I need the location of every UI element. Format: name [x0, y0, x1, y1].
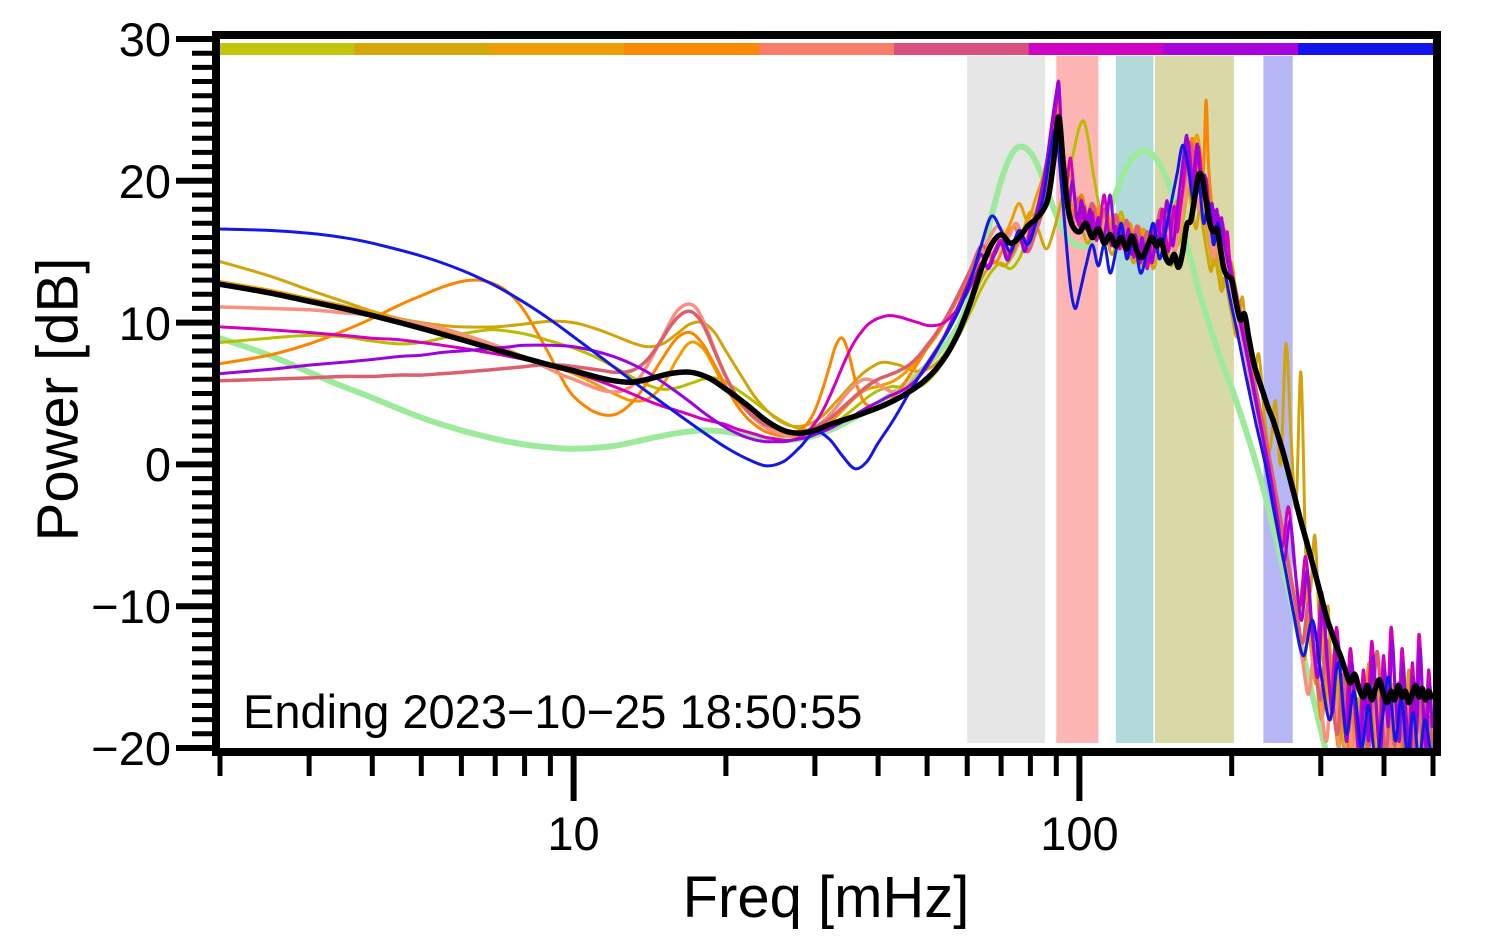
colorbar-segment-1 [220, 43, 356, 55]
plot-frame [212, 31, 1441, 756]
periwinkle-band [1263, 56, 1293, 743]
colorbar-segment-8 [1163, 43, 1299, 55]
colorbar-segment-9 [1298, 43, 1434, 55]
x-tick-label-10: 10 [547, 807, 600, 860]
y-tick-label--20: −20 [91, 722, 171, 775]
y-axis-ticks [176, 36, 212, 751]
y-axis-label: Power [dB] [25, 257, 91, 542]
plot-area [220, 56, 1433, 748]
spectrum-line-blue [220, 127, 1432, 748]
colorbar-segment-6 [893, 43, 1030, 55]
colorbar-segment-2 [354, 43, 491, 55]
y-tick-label-0: 0 [144, 438, 171, 492]
colorbar-segment-3 [489, 43, 625, 55]
y-tick-label--10: −10 [91, 580, 171, 634]
y-tick-label-20: 20 [118, 154, 171, 208]
colorbar-segment-4 [624, 43, 760, 55]
x-axis-label: Freq [mHz] [682, 865, 970, 930]
spectrum-line-mean [220, 114, 1433, 706]
ending-timestamp-annotation: Ending 2023−10−25 18:50:55 [243, 685, 863, 738]
y-tick-label-30: 30 [118, 13, 171, 66]
x-axis-ticks [217, 756, 1436, 801]
colorbar-segment-5 [759, 43, 895, 55]
spectrum-line-gold [220, 172, 1433, 748]
y-tick-label-10: 10 [118, 296, 171, 350]
colorbar-segment-7 [1028, 43, 1164, 55]
x-tick-label-100: 100 [1040, 807, 1119, 860]
